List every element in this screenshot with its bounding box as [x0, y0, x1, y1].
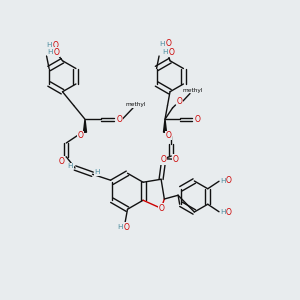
Text: O: O — [59, 157, 65, 166]
Text: H: H — [48, 49, 53, 55]
Text: H: H — [46, 42, 52, 48]
Text: O: O — [165, 39, 171, 48]
Polygon shape — [83, 119, 86, 132]
Text: O: O — [54, 48, 59, 57]
Text: H: H — [220, 178, 226, 184]
Text: H: H — [94, 169, 100, 175]
Text: O: O — [78, 131, 83, 140]
Text: O: O — [177, 97, 183, 106]
Text: H: H — [159, 41, 164, 47]
Text: H: H — [118, 224, 123, 230]
Text: O: O — [226, 208, 232, 217]
Text: O: O — [116, 115, 122, 124]
Text: H: H — [220, 209, 226, 215]
Text: O: O — [166, 131, 172, 140]
Text: O: O — [53, 41, 59, 50]
Text: O: O — [195, 115, 200, 124]
Text: O: O — [173, 155, 179, 164]
Text: O: O — [124, 223, 130, 232]
Text: methyl: methyl — [126, 102, 146, 107]
Text: O: O — [168, 48, 174, 57]
Text: methyl: methyl — [183, 88, 203, 92]
Text: H: H — [162, 49, 167, 55]
Text: H: H — [68, 163, 73, 169]
Polygon shape — [164, 119, 166, 132]
Text: O: O — [158, 204, 164, 213]
Text: O: O — [226, 176, 232, 185]
Text: O: O — [161, 155, 167, 164]
